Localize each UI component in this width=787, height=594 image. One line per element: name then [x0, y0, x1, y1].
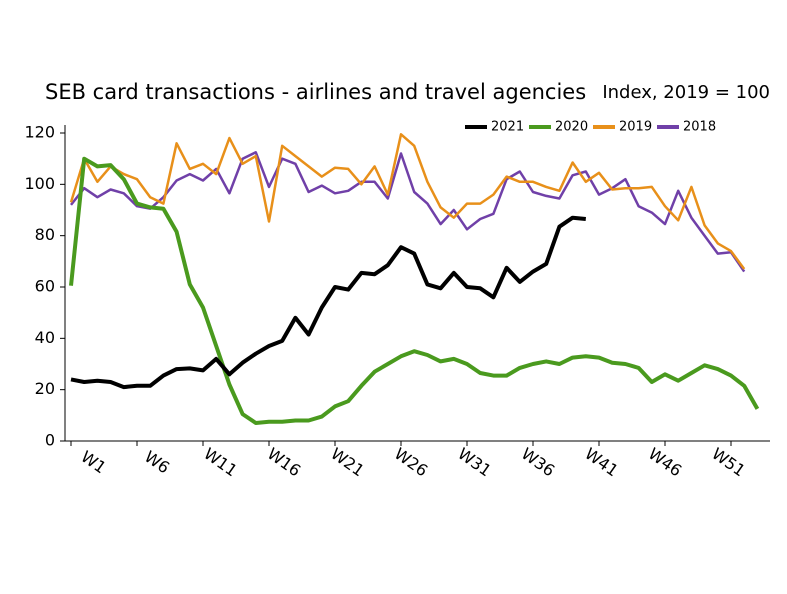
series-line [70, 151, 746, 273]
x-tick-label: W31 [454, 444, 495, 480]
x-tick-label: W11 [200, 444, 241, 480]
y-tick-label: 40 [35, 328, 55, 347]
legend-label: 2019 [619, 120, 652, 135]
y-tick-label: 100 [24, 174, 55, 193]
legend-label: 2021 [491, 120, 524, 135]
series-line [69, 156, 760, 425]
y-tick-label: 20 [35, 379, 55, 398]
x-tick-label: W21 [327, 444, 368, 480]
x-tick-label: W41 [581, 444, 622, 480]
x-tick-label: W6 [141, 447, 173, 477]
y-tick-label: 60 [35, 277, 55, 296]
x-tick-label: W16 [264, 444, 305, 480]
chart-subtitle: Index, 2019 = 100 [602, 82, 770, 103]
x-tick-label: W46 [645, 444, 686, 480]
y-tick-label: 120 [24, 123, 55, 142]
legend-label: 2018 [683, 120, 716, 135]
x-tick-label: W51 [708, 444, 749, 480]
chart-title: SEB card transactions - airlines and tra… [45, 80, 586, 104]
x-tick-label: W1 [77, 447, 109, 477]
legend-label: 2020 [555, 120, 588, 135]
x-tick-label: W36 [518, 444, 559, 480]
series-line [69, 133, 746, 270]
y-tick-label: 0 [45, 431, 55, 450]
series-line [70, 215, 586, 390]
x-tick-label: W26 [391, 444, 432, 480]
y-tick-label: 80 [35, 225, 55, 244]
